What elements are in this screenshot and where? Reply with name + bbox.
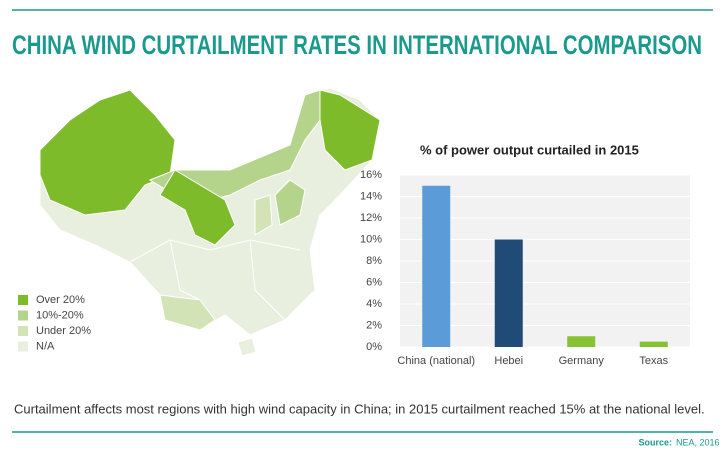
- y-tick-label: 10%: [360, 233, 382, 245]
- legend-swatch: [18, 295, 28, 305]
- legend-label: Under 20%: [36, 325, 91, 337]
- plot: 0% 2% 4% 6% 8% 10% 12% 14% 16% China (national) He…: [360, 169, 690, 367]
- map: [39, 87, 381, 357]
- source-label: Source:: [638, 437, 672, 447]
- x-tick-label: Hebei: [494, 355, 523, 367]
- y-tick-label: 12%: [360, 212, 382, 224]
- legend-swatch: [18, 341, 28, 352]
- legend-label: N/A: [36, 340, 55, 352]
- legend-swatch: [18, 326, 28, 336]
- legend-label: Over 20%: [36, 294, 85, 306]
- source: NEA, 2016: [676, 437, 720, 447]
- bar: [422, 185, 451, 347]
- bar: [639, 341, 668, 347]
- y-tick-label: 4%: [366, 298, 382, 310]
- x-tick-label: Texas: [639, 355, 668, 367]
- x-tick-label: China (national): [397, 355, 475, 367]
- caption: Curtailment affects most regions with hi…: [14, 401, 705, 416]
- y-tick-label: 6%: [366, 276, 382, 288]
- chart-title: % of power output curtailed in 2015: [420, 142, 639, 157]
- map-legend: Over 20% 10%-20% Under 20% N/A: [18, 294, 91, 352]
- y-tick-label: 2%: [366, 319, 382, 331]
- y-tick-label: 8%: [366, 255, 382, 267]
- title: CHINA WIND CURTAILMENT RATES IN INTERNAT…: [12, 30, 702, 60]
- y-tick-label: 0%: [366, 341, 382, 353]
- legend-swatch: [18, 310, 28, 321]
- y-tick-label: 14%: [360, 190, 382, 202]
- x-tick-label: Germany: [559, 355, 605, 367]
- legend-label: 10%-20%: [36, 309, 84, 321]
- y-tick-label: 16%: [360, 169, 382, 181]
- bar: [494, 239, 523, 347]
- bar: [567, 336, 596, 347]
